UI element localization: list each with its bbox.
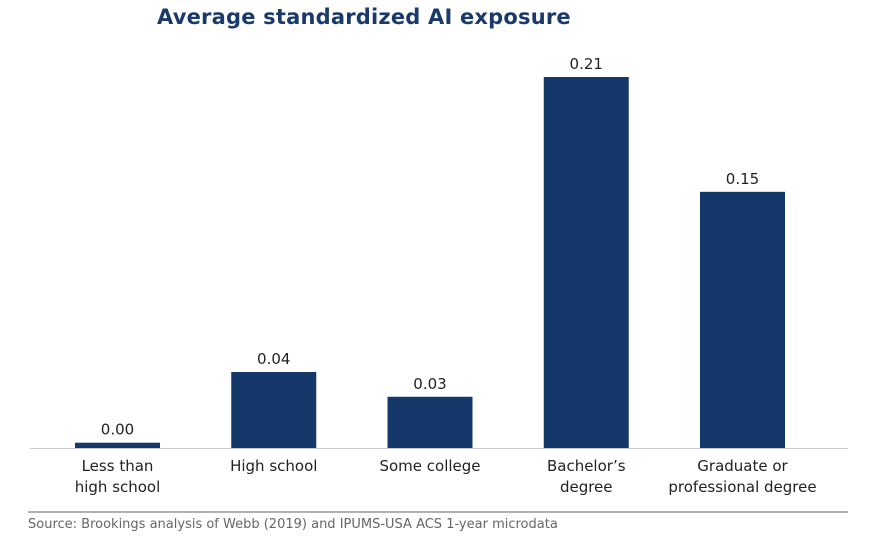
category-label: degree (560, 478, 613, 496)
bar (387, 396, 473, 448)
category-label: Bachelor’s (547, 457, 626, 475)
bar (700, 191, 785, 449)
category-label: Less than (82, 457, 154, 475)
data-label: 0.00 (101, 421, 134, 439)
category-label: high school (75, 478, 161, 496)
source-note: Source: Brookings analysis of Webb (2019… (28, 517, 558, 532)
bar (75, 442, 160, 448)
data-label: 0.15 (726, 170, 759, 188)
category-label: professional degree (668, 478, 816, 496)
category-label: Graduate or (697, 457, 788, 475)
data-label: 0.03 (413, 375, 446, 393)
chart-title: Average standardized AI exposure (157, 5, 571, 29)
data-label: 0.21 (570, 55, 603, 73)
bar (543, 77, 629, 448)
bar (231, 372, 317, 448)
category-label: High school (230, 457, 317, 475)
category-label: Some college (379, 457, 480, 475)
data-label: 0.04 (257, 350, 290, 368)
